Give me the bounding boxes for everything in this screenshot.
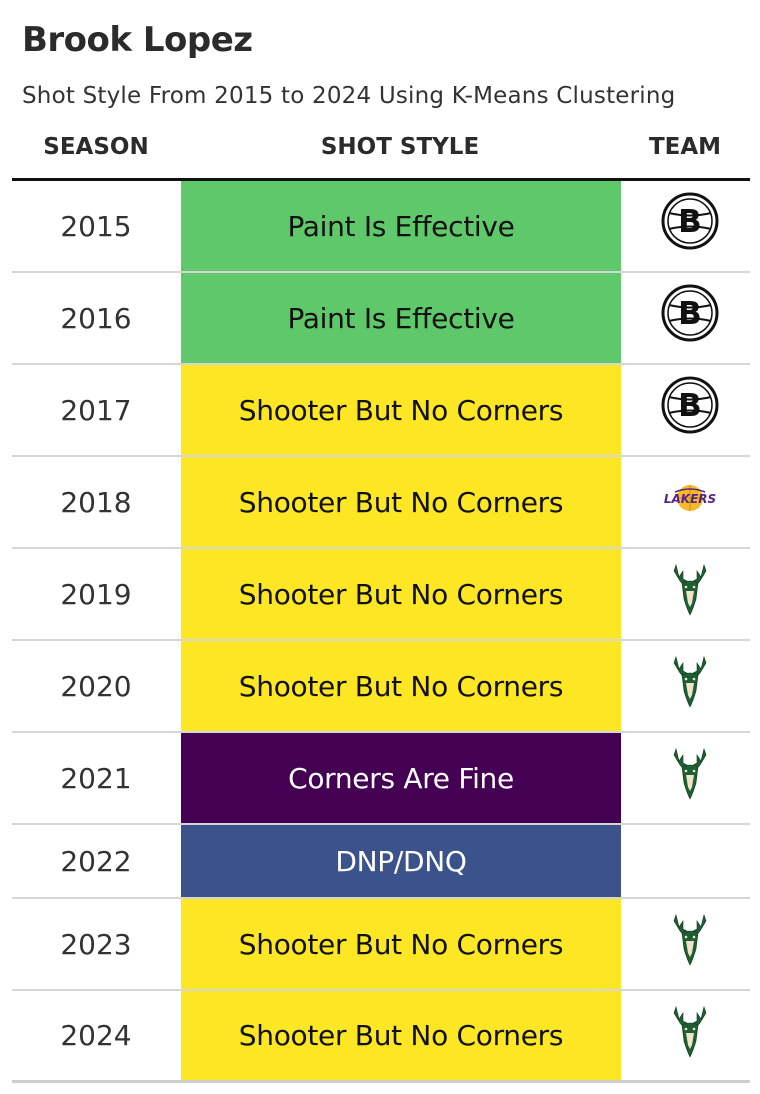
season-cell: 2019	[60, 577, 132, 611]
bucks-logo-icon	[673, 655, 707, 708]
shot-style-cell: Shooter But No Corners	[181, 365, 621, 455]
table-body: 2015 Paint Is Effective B 2016 Paint Is Effe…	[12, 181, 750, 1083]
season-cell: 2022	[60, 844, 132, 878]
team-cell: B	[620, 181, 750, 271]
season-cell: 2023	[60, 927, 132, 961]
svg-text:B: B	[678, 204, 702, 240]
shot-style-column-header: SHOT STYLE	[320, 134, 480, 160]
team-cell	[620, 899, 750, 989]
team-cell: B	[620, 365, 750, 455]
svg-text:B: B	[678, 388, 702, 424]
bucks-logo-icon	[673, 747, 707, 800]
shot-style-cell: Paint Is Effective	[181, 273, 621, 363]
season-cell: 2024	[60, 1019, 132, 1052]
team-cell	[620, 825, 750, 897]
shot-style-cell: Shooter But No Corners	[181, 991, 621, 1080]
table-row: 2018 Shooter But No Corners LAKERS	[12, 457, 750, 549]
season-cell: 2015	[60, 209, 132, 243]
table-row: 2020 Shooter But No Corners	[12, 641, 750, 733]
shot-style-cell: Corners Are Fine	[181, 733, 621, 823]
table-row: 2023 Shooter But No Corners	[12, 899, 750, 991]
team-cell	[620, 733, 750, 823]
table-row: 2022 DNP/DNQ	[12, 825, 750, 899]
season-cell: 2016	[60, 301, 132, 335]
team-cell	[620, 641, 750, 731]
bucks-logo-icon	[673, 563, 707, 616]
season-cell: 2018	[60, 485, 132, 519]
team-cell	[620, 549, 750, 639]
team-column-header: TEAM	[648, 134, 722, 160]
shot-style-cell: Shooter But No Corners	[181, 899, 621, 989]
nets-logo-icon: B	[661, 192, 719, 250]
season-cell: 2020	[60, 669, 132, 703]
shot-style-cell: Shooter But No Corners	[181, 549, 621, 639]
lakers-logo-icon: LAKERS	[664, 485, 716, 511]
table-row: 2016 Paint Is Effective B	[12, 273, 750, 365]
season-column-header: SEASON	[43, 134, 149, 160]
season-cell: 2021	[60, 761, 132, 795]
bucks-logo-icon	[673, 1005, 707, 1058]
shot-style-cell: Shooter But No Corners	[181, 457, 621, 547]
team-cell	[620, 991, 750, 1080]
svg-text:LAKERS: LAKERS	[664, 492, 716, 506]
table-row: 2017 Shooter But No Corners B	[12, 365, 750, 457]
table-header: SEASON SHOT STYLE TEAM	[12, 128, 750, 181]
svg-text:B: B	[678, 296, 702, 332]
chart-subtitle: Shot Style From 2015 to 2024 Using K-Mea…	[22, 83, 676, 109]
nets-logo-icon: B	[661, 284, 719, 342]
shot-style-cell: Paint Is Effective	[181, 181, 621, 271]
table-row: 2019 Shooter But No Corners	[12, 549, 750, 641]
chart-title: Brook Lopez	[22, 20, 253, 60]
team-cell: B	[620, 273, 750, 363]
table-row: 2021 Corners Are Fine	[12, 733, 750, 825]
season-cell: 2017	[60, 393, 132, 427]
team-cell: LAKERS	[620, 457, 750, 547]
bucks-logo-icon	[673, 913, 707, 966]
table-row: 2024 Shooter But No Corners	[12, 991, 750, 1083]
nets-logo-icon: B	[661, 376, 719, 434]
shot-style-cell: DNP/DNQ	[181, 825, 621, 897]
table-row: 2015 Paint Is Effective B	[12, 181, 750, 273]
shot-style-cell: Shooter But No Corners	[181, 641, 621, 731]
